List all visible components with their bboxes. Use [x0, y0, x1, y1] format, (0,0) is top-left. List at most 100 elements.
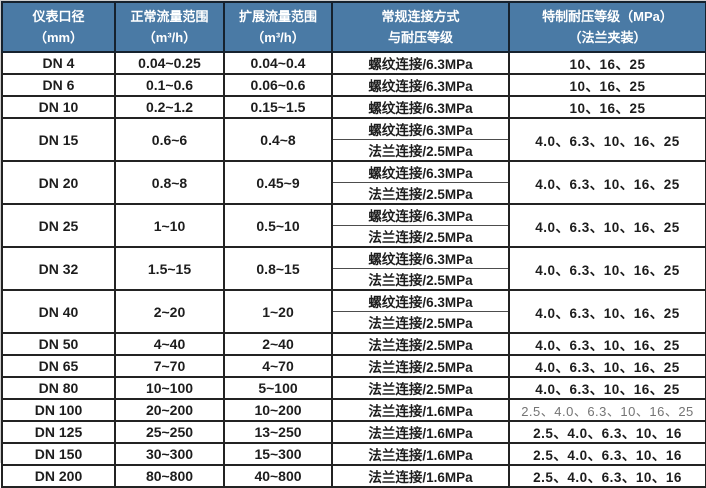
table-row: DN 80 10~100 5~100 法兰连接/2.5MPa 4.0、6.3、10、16…: [1, 376, 706, 400]
table-row: DN 200 80~800 40~800 法兰连接/1.6MPa 2.5、4.0、6.3…: [1, 464, 706, 488]
connection-cell: 法兰连接/2.5MPa: [331, 139, 510, 162]
special-rating-cell: 10、16、25: [508, 51, 706, 75]
header-line: 仪表口径: [32, 9, 85, 24]
table-row: 法兰连接/2.5MPa: [2, 139, 706, 162]
special-rating-cell: 2.5、4.0、6.3、10、16、25: [508, 398, 706, 422]
header-line: 特制耐压等级（MPa）: [542, 9, 673, 24]
diameter-cell: DN 50: [1, 332, 116, 356]
normal-range-cell: 10~100: [114, 376, 225, 400]
special-rating-cell: 10、16、25: [508, 73, 706, 97]
column-header-extended-range: 扩展流量范围 （m³/h）: [223, 1, 333, 53]
diameter-cell: DN 32: [1, 246, 116, 291]
header-line: 常规连接方式: [381, 9, 460, 24]
special-rating-cell: 4.0、6.3、10、16、25: [508, 332, 706, 356]
header-row: 仪表口径 （mm） 正常流量范围 （m³/h） 扩展流量范围 （m³/h） 常规…: [1, 1, 706, 53]
diameter-cell: DN 10: [1, 95, 116, 119]
special-rating-cell: 4.0、6.3、10、16、25: [508, 203, 706, 248]
normal-range-cell: 25~250: [114, 420, 225, 444]
connection-cell: 螺纹连接/6.3MPa: [331, 203, 510, 226]
extended-range-cell: 10~200: [223, 398, 333, 422]
normal-range-cell: 4~40: [114, 332, 225, 356]
connection-cell: 法兰连接/1.6MPa: [331, 464, 510, 488]
table-row: DN 125 25~250 13~250 法兰连接/1.6MPa 2.5、4.0、6.3…: [1, 420, 706, 444]
special-rating-cell: 4.0、6.3、10、16、25: [508, 289, 706, 334]
table-body: DN 4 0.04~0.25 0.04~0.4 螺纹连接/6.3MPa 10、16、25…: [1, 51, 706, 488]
special-rating-cell: 10、16、25: [508, 95, 706, 119]
connection-cell: 法兰连接/2.5MPa: [331, 311, 510, 334]
extended-range-cell: 0.06~0.6: [223, 73, 333, 97]
diameter-cell: DN 200: [1, 464, 116, 488]
normal-range-cell: 0.6~6: [114, 117, 225, 162]
normal-range-cell: 80~800: [114, 464, 225, 488]
diameter-cell: DN 15: [1, 117, 116, 162]
extended-range-cell: 13~250: [223, 420, 333, 444]
extended-range-cell: 2~40: [223, 332, 333, 356]
extended-range-cell: 40~800: [223, 464, 333, 488]
table-header: 仪表口径 （mm） 正常流量范围 （m³/h） 扩展流量范围 （m³/h） 常规…: [1, 1, 706, 53]
extended-range-cell: 5~100: [223, 376, 333, 400]
table-row: 法兰连接/2.5MPa: [2, 182, 706, 205]
connection-cell: 螺纹连接/6.3MPa: [331, 51, 510, 75]
table-row: DN 4 0.04~0.25 0.04~0.4 螺纹连接/6.3MPa 10、16、25: [1, 51, 706, 75]
connection-cell: 法兰连接/2.5MPa: [331, 332, 510, 356]
special-rating-cell: 4.0、6.3、10、16、25: [508, 354, 706, 378]
diameter-cell: DN 25: [1, 203, 116, 248]
normal-range-cell: 0.04~0.25: [114, 51, 225, 75]
connection-cell: 螺纹连接/6.3MPa: [331, 246, 510, 269]
special-rating-cell: 4.0、6.3、10、16、25: [508, 160, 706, 205]
table-row: DN 40 2~20 1~20 螺纹连接/6.3MPa 4.0、6.3、10、16、25: [1, 289, 706, 334]
connection-cell: 螺纹连接/6.3MPa: [331, 95, 510, 119]
normal-range-cell: 1~10: [114, 203, 225, 248]
normal-range-cell: 0.2~1.2: [114, 95, 225, 119]
diameter-cell: DN 80: [1, 376, 116, 400]
diameter-cell: DN 6: [1, 73, 116, 97]
header-line: （m³/h）: [251, 30, 305, 45]
diameter-cell: DN 150: [1, 442, 116, 466]
header-line: （法兰夹装）: [568, 30, 647, 45]
column-header-connection: 常规连接方式 与耐压等级: [331, 1, 510, 53]
extended-range-cell: 0.4~8: [223, 117, 333, 162]
extended-range-cell: 0.5~10: [223, 203, 333, 248]
extended-range-cell: 4~70: [223, 354, 333, 378]
normal-range-cell: 30~300: [114, 442, 225, 466]
table-row: 法兰连接/2.5MPa: [2, 225, 706, 248]
normal-range-cell: 0.1~0.6: [114, 73, 225, 97]
connection-cell: 螺纹连接/6.3MPa: [331, 289, 510, 312]
normal-range-cell: 2~20: [114, 289, 225, 334]
special-rating-cell: 2.5、4.0、6.3、10、16: [508, 464, 706, 488]
special-rating-cell: 2.5、4.0、6.3、10、16: [508, 420, 706, 444]
diameter-cell: DN 4: [1, 51, 116, 75]
diameter-cell: DN 65: [1, 354, 116, 378]
normal-range-cell: 20~200: [114, 398, 225, 422]
connection-cell: 法兰连接/2.5MPa: [331, 268, 510, 291]
table-row: DN 6 0.1~0.6 0.06~0.6 螺纹连接/6.3MPa 10、16、25: [1, 73, 706, 97]
column-header-special-rating: 特制耐压等级（MPa） （法兰夹装）: [508, 1, 706, 53]
table-row: DN 50 4~40 2~40 法兰连接/2.5MPa 4.0、6.3、10、16、25: [1, 332, 706, 356]
header-line: 与耐压等级: [387, 30, 453, 45]
special-rating-cell: 2.5、4.0、6.3、10、16: [508, 442, 706, 466]
diameter-cell: DN 40: [1, 289, 116, 334]
column-header-diameter: 仪表口径 （mm）: [1, 1, 116, 53]
header-line: 扩展流量范围: [238, 9, 317, 24]
special-rating-cell: 4.0、6.3、10、16、25: [508, 376, 706, 400]
table-row: DN 150 30~300 15~300 法兰连接/1.6MPa 2.5、4.0、6.3…: [1, 442, 706, 466]
extended-range-cell: 0.04~0.4: [223, 51, 333, 75]
connection-cell: 法兰连接/1.6MPa: [331, 420, 510, 444]
connection-cell: 法兰连接/1.6MPa: [331, 442, 510, 466]
normal-range-cell: 1.5~15: [114, 246, 225, 291]
table-row: DN 20 0.8~8 0.45~9 螺纹连接/6.3MPa 4.0、6.3、10、16…: [1, 160, 706, 205]
table-row: DN 32 1.5~15 0.8~15 螺纹连接/6.3MPa 4.0、6.3、10、1…: [1, 246, 706, 291]
table-row: DN 65 7~70 4~70 法兰连接/2.5MPa 4.0、6.3、10、16、25: [1, 354, 706, 378]
connection-cell: 螺纹连接/6.3MPa: [331, 73, 510, 97]
normal-range-cell: 0.8~8: [114, 160, 225, 205]
connection-cell: 螺纹连接/6.3MPa: [331, 117, 510, 140]
special-rating-cell: 4.0、6.3、10、16、25: [508, 246, 706, 291]
header-line: 正常流量范围: [130, 9, 209, 24]
connection-cell: 螺纹连接/6.3MPa: [331, 160, 510, 183]
extended-range-cell: 1~20: [223, 289, 333, 334]
table-row: DN 15 0.6~6 0.4~8 螺纹连接/6.3MPa 4.0、6.3、10、16、…: [1, 117, 706, 162]
connection-cell: 法兰连接/2.5MPa: [331, 376, 510, 400]
table-row: DN 10 0.2~1.2 0.15~1.5 螺纹连接/6.3MPa 10、16、25: [1, 95, 706, 119]
